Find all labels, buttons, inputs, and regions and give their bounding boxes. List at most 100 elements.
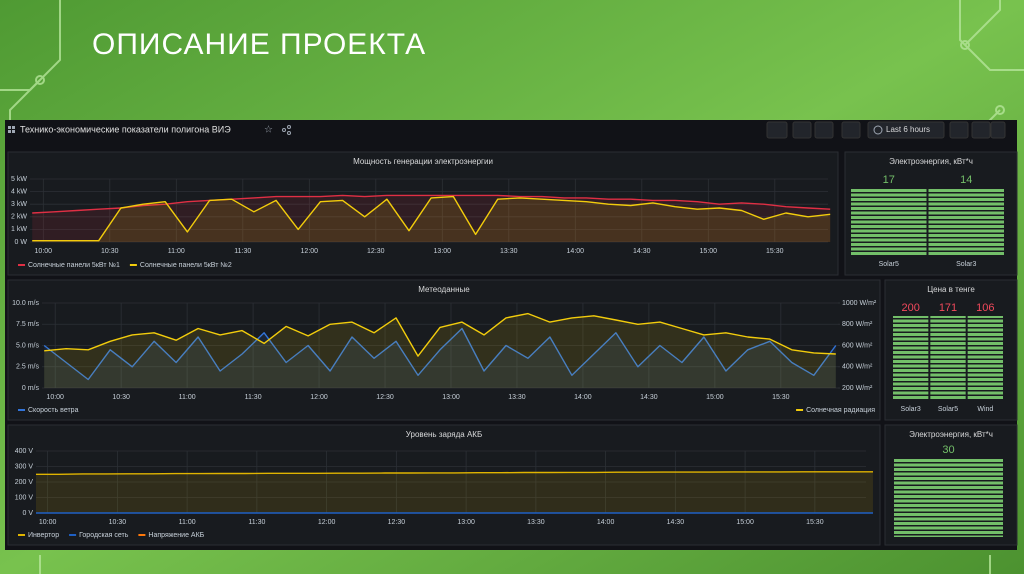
legend-item[interactable]: Инвертор <box>18 532 59 539</box>
gauge-bar <box>967 316 1003 400</box>
y-tick-label: 2.5 m/s <box>16 364 39 371</box>
x-tick-label: 11:30 <box>234 248 251 255</box>
y2-tick-label: 800 W/m² <box>842 321 873 328</box>
save-button[interactable] <box>792 121 812 139</box>
gauge-value: 17 <box>883 174 895 186</box>
x-tick-label: 11:00 <box>168 248 185 255</box>
settings-button[interactable] <box>814 121 834 139</box>
x-tick-label: 10:00 <box>39 519 57 526</box>
add-panel-button[interactable] <box>766 121 788 139</box>
y2-tick-label: 600 W/m² <box>842 342 873 349</box>
x-tick-label: 15:00 <box>736 519 754 526</box>
series-line <box>32 194 831 214</box>
y-tick-label: 1 kW <box>11 226 27 233</box>
x-tick-label: 15:00 <box>700 248 718 255</box>
x-tick-label: 10:30 <box>112 394 130 401</box>
series-line <box>36 471 873 475</box>
dashboard-title[interactable]: Технико-экономические показатели полигон… <box>20 124 231 134</box>
gauge-value: 106 <box>976 302 994 314</box>
panel-title: Электроэнергия, кВт*ч <box>889 157 973 166</box>
x-tick-label: 11:00 <box>179 394 196 401</box>
tv-mode-button[interactable] <box>841 121 861 139</box>
y-tick-label: 4 kW <box>11 188 27 195</box>
x-tick-label: 10:30 <box>101 248 119 255</box>
y-tick-label: 400 V <box>15 448 34 455</box>
x-tick-label: 10:30 <box>109 519 127 526</box>
apps-icon[interactable] <box>8 126 15 133</box>
gauge-bar <box>930 316 966 400</box>
legend-item[interactable]: Солнечные панели 5кВт №2 <box>129 262 232 269</box>
gauge-value: 14 <box>960 174 972 186</box>
panel <box>7 151 839 276</box>
gauge-label: Wind <box>977 406 993 413</box>
x-tick-label: 13:00 <box>457 519 475 526</box>
y2-tick-label: 200 W/m² <box>842 385 873 392</box>
legend-label: Солнечная радиация <box>806 407 875 414</box>
x-tick-label: 12:30 <box>388 519 406 526</box>
refresh-button[interactable] <box>971 121 991 139</box>
y-tick-label: 0 m/s <box>22 385 40 392</box>
y2-tick-label: 1000 W/m² <box>842 300 877 307</box>
area-fill <box>44 328 836 388</box>
x-tick-label: 14:00 <box>597 519 615 526</box>
y-tick-label: 5.0 m/s <box>16 342 39 349</box>
y-tick-label: 3 kW <box>11 201 27 208</box>
legend-item[interactable]: Городская сеть <box>69 532 129 539</box>
star-icon[interactable]: ☆ <box>264 125 273 136</box>
legend-label: Городская сеть <box>79 532 129 539</box>
series-line <box>43 327 837 381</box>
x-tick-label: 15:30 <box>806 519 824 526</box>
legend-item[interactable]: Скорость ветра <box>18 407 79 414</box>
y-tick-label: 100 V <box>15 494 34 501</box>
legend-item[interactable]: Напряжение АКБ <box>138 532 205 539</box>
x-tick-label: 13:30 <box>527 519 545 526</box>
x-tick-label: 14:00 <box>574 394 592 401</box>
legend-label: Скорость ветра <box>28 407 79 414</box>
panel-title: Цена в тенге <box>927 285 975 294</box>
refresh-interval-button[interactable] <box>990 121 1006 139</box>
legend-label: Солнечные панели 5кВт №1 <box>28 262 120 269</box>
time-range[interactable]: Last 6 hours <box>886 125 930 134</box>
x-tick-label: 13:00 <box>434 248 452 255</box>
area-fill <box>36 471 873 513</box>
legend-label: Инвертор <box>28 532 59 539</box>
zoom-out-button[interactable] <box>949 121 969 139</box>
x-tick-label: 12:30 <box>376 394 394 401</box>
gauge-label: Solar3 <box>956 261 976 268</box>
panel-title: Метеоданные <box>418 285 470 294</box>
share-icon[interactable] <box>282 125 291 135</box>
y2-tick-label: 400 W/m² <box>842 364 873 371</box>
x-tick-label: 11:30 <box>248 519 265 526</box>
y-tick-label: 7.5 m/s <box>16 321 39 328</box>
x-tick-label: 15:30 <box>772 394 790 401</box>
x-tick-label: 11:30 <box>245 394 262 401</box>
x-tick-label: 14:30 <box>633 248 651 255</box>
x-tick-label: 11:00 <box>179 519 196 526</box>
area-fill <box>32 195 831 242</box>
gauge-value: 171 <box>939 302 957 314</box>
slide-title: ОПИСАНИЕ ПРОЕКТА <box>92 28 426 61</box>
y-tick-label: 5 kW <box>11 176 27 183</box>
x-tick-label: 13:30 <box>508 394 526 401</box>
x-tick-label: 12:00 <box>318 519 336 526</box>
time-picker[interactable] <box>867 121 945 139</box>
gauge-value: 200 <box>901 302 919 314</box>
x-tick-label: 13:00 <box>442 394 460 401</box>
legend-item[interactable]: Солнечные панели 5кВт №1 <box>18 262 120 269</box>
gauge-label: Solar5 <box>938 406 958 413</box>
series-line <box>32 195 831 242</box>
dashboard-header: Технико-экономические показатели полигон… <box>8 121 1006 139</box>
legend-item[interactable]: Солнечная радиация <box>796 407 875 414</box>
clock-icon <box>873 125 883 135</box>
y-tick-label: 0 W <box>15 239 28 246</box>
panel-title: Электроэнергия, кВт*ч <box>909 430 993 439</box>
legend-label: Напряжение АКБ <box>148 532 204 539</box>
y-tick-label: 300 V <box>15 463 34 470</box>
panel <box>7 424 881 546</box>
x-tick-label: 10:00 <box>46 394 64 401</box>
x-tick-label: 14:00 <box>567 248 585 255</box>
x-tick-label: 13:30 <box>500 248 518 255</box>
x-tick-label: 14:30 <box>667 519 685 526</box>
